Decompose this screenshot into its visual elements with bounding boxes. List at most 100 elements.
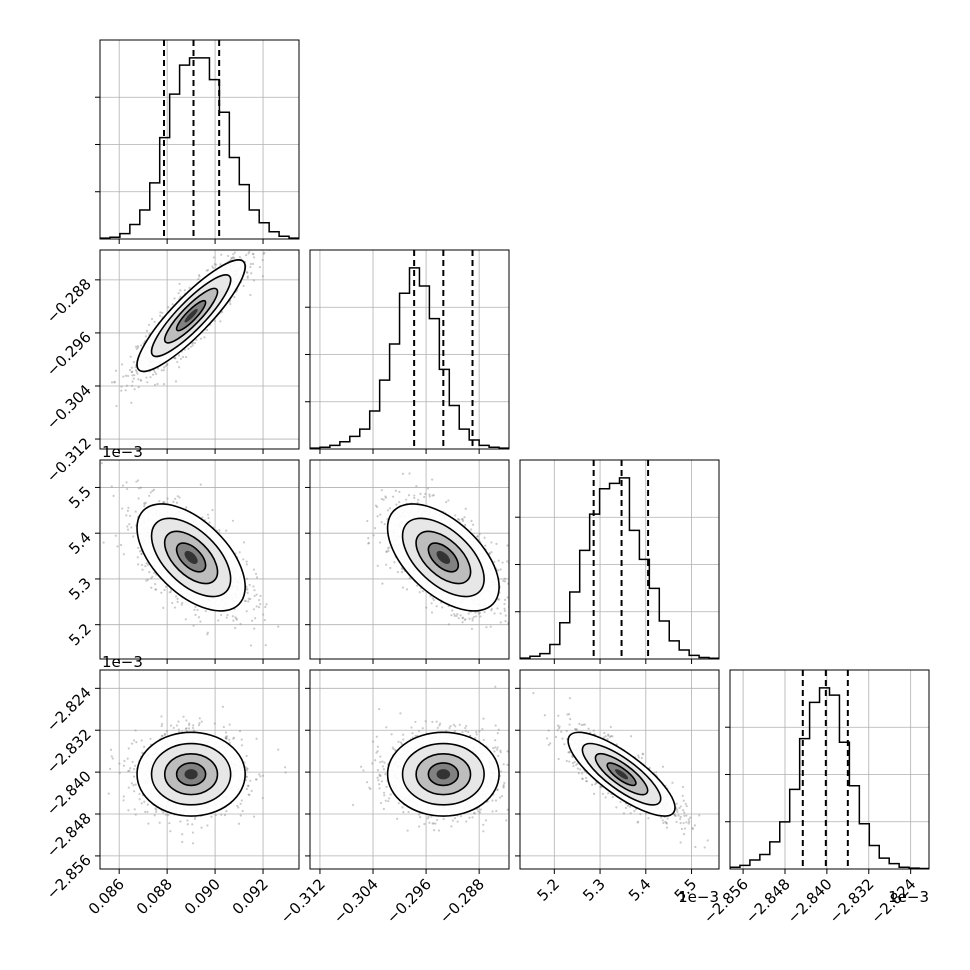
scatter-point — [230, 256, 233, 260]
scatter-point — [124, 374, 128, 377]
panel-1-1 — [305, 249, 510, 454]
scatter-point — [383, 761, 386, 764]
scatter-point — [380, 489, 383, 492]
scatter-point — [263, 618, 266, 622]
scatter-point — [246, 276, 249, 279]
scatter-point — [174, 497, 177, 500]
scatter-point — [685, 821, 688, 824]
scatter-point — [128, 523, 131, 526]
panel-3-1: −0.312 −0.304 −0.296 −0.288 — [277, 669, 510, 927]
scatter-point — [167, 814, 170, 817]
scatter-point — [144, 810, 147, 813]
scatter-point — [132, 767, 136, 771]
scatter-point — [556, 729, 559, 732]
scatter-point — [171, 601, 174, 605]
contour-level-4 — [184, 308, 198, 323]
scatter-point — [398, 490, 401, 493]
scatter-point — [245, 767, 248, 770]
scatter-point — [391, 495, 395, 498]
scatter-point — [367, 542, 370, 545]
scatter-point — [494, 799, 498, 802]
scatter-point — [121, 484, 125, 487]
scatter-point — [560, 730, 563, 733]
scatter-point — [503, 598, 507, 601]
scatter-point — [395, 503, 398, 506]
scatter-point — [399, 712, 402, 715]
scatter-point — [556, 724, 560, 727]
scatter-point — [183, 289, 186, 292]
scatter-point — [637, 820, 640, 823]
scatter-point — [402, 738, 405, 741]
scatter-point — [228, 741, 231, 744]
scatter-point — [224, 737, 227, 740]
scatter-point — [464, 726, 467, 730]
scatter-point — [380, 521, 383, 524]
scatter-point — [579, 768, 582, 771]
scatter-point — [494, 739, 497, 742]
scatter-point — [160, 722, 164, 726]
scatter-point — [173, 606, 177, 609]
scatter-point — [107, 792, 110, 795]
scatter-point — [431, 494, 434, 497]
scatter-point — [247, 252, 250, 255]
scatter-point — [113, 381, 116, 384]
scatter-point — [506, 808, 509, 811]
scatter-point — [583, 723, 586, 726]
scatter-point — [378, 707, 381, 711]
scatter-point — [413, 496, 416, 500]
scatter-point — [655, 771, 658, 774]
scatter-point — [506, 560, 509, 563]
scatter-point — [140, 552, 143, 555]
scatter-point — [365, 781, 369, 784]
scatter-point — [506, 596, 509, 599]
scatter-point — [683, 827, 686, 830]
scatter-point — [126, 525, 129, 528]
scatter-point — [177, 354, 181, 357]
scatter-point — [102, 541, 105, 544]
scatter-point — [648, 766, 651, 769]
scatter-point — [231, 615, 234, 618]
scatter-point — [246, 271, 249, 274]
scatter-point — [499, 796, 502, 799]
scatter-point — [112, 494, 115, 498]
scatter-point — [414, 720, 417, 724]
scatter-point — [375, 735, 378, 738]
scatter-point — [493, 612, 496, 615]
scatter-point — [603, 731, 606, 735]
scatter-point — [502, 579, 505, 582]
scatter-point — [149, 491, 152, 494]
scatter-point — [169, 724, 173, 727]
scatter-point — [177, 728, 180, 731]
scatter-point — [172, 500, 175, 503]
scatter-point — [502, 785, 505, 788]
scatter-point — [378, 787, 381, 790]
scatter-point — [463, 618, 466, 621]
scatter-point — [146, 803, 149, 806]
y-tick-label: −2.856 — [43, 851, 95, 903]
scatter-point — [137, 497, 140, 500]
scatter-point — [225, 810, 228, 813]
x-tick-label: −0.312 — [277, 875, 329, 927]
scatter-point — [496, 746, 499, 749]
scatter-point — [120, 389, 123, 392]
scatter-point — [432, 598, 435, 602]
scatter-point — [130, 526, 133, 529]
scatter-point — [245, 754, 248, 758]
scatter-point — [435, 605, 438, 608]
scatter-point — [162, 383, 166, 386]
scatter-point — [568, 760, 571, 763]
scatter-point — [252, 256, 256, 259]
scatter-point — [366, 519, 369, 523]
scatter-point — [131, 380, 134, 383]
scatter-point — [573, 760, 576, 764]
scatter-point — [435, 720, 438, 723]
scatter-point — [462, 519, 465, 522]
scatter-point — [145, 376, 148, 379]
scatter-point — [182, 715, 185, 718]
scatter-point — [385, 785, 388, 789]
scatter-point — [706, 839, 709, 842]
scatter-point — [259, 594, 262, 598]
scatter-point — [496, 607, 499, 610]
scatter-point — [132, 784, 135, 787]
scatter-point — [169, 830, 172, 833]
